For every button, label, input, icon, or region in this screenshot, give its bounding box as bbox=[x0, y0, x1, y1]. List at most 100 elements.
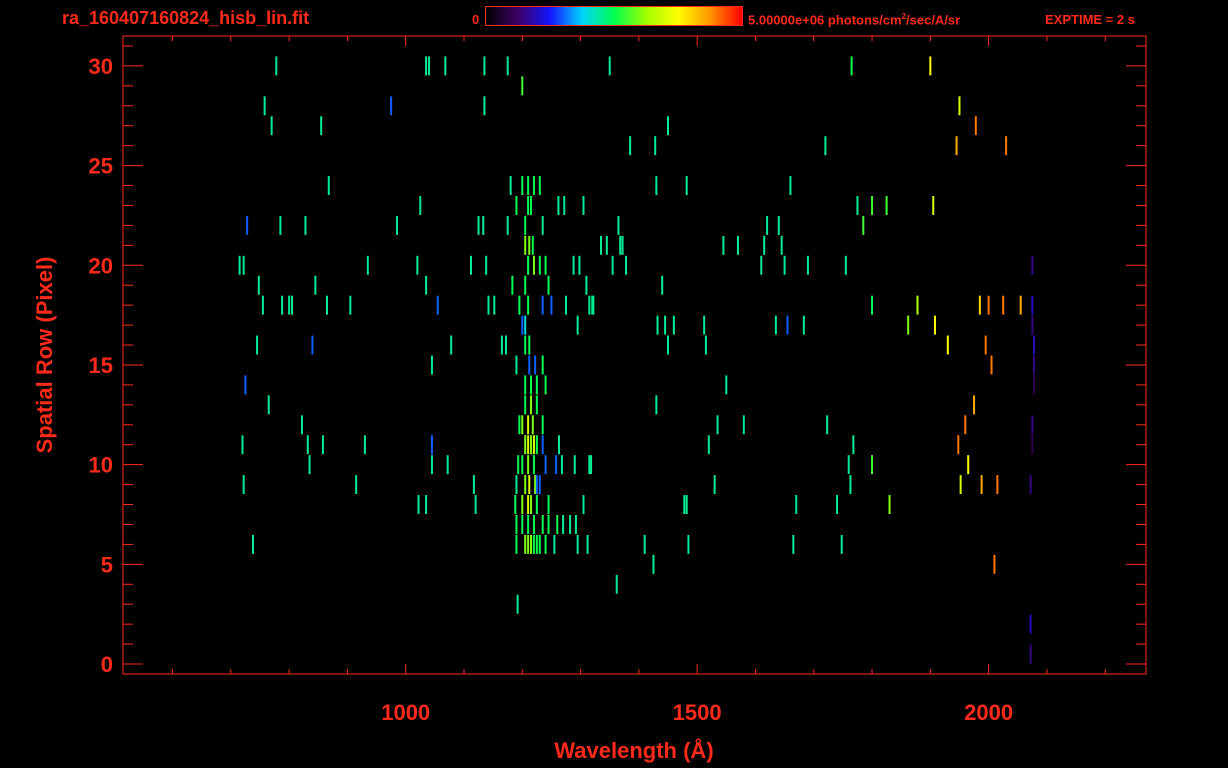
event-mark bbox=[544, 534, 547, 554]
event-mark bbox=[541, 515, 544, 534]
event-mark bbox=[556, 515, 559, 534]
event-mark bbox=[661, 275, 664, 295]
event-mark bbox=[532, 176, 535, 195]
event-mark bbox=[980, 475, 983, 495]
event-mark bbox=[530, 395, 533, 415]
event-mark bbox=[984, 335, 987, 355]
event-mark bbox=[524, 375, 527, 395]
event-mark bbox=[527, 176, 530, 195]
event-mark bbox=[1033, 375, 1036, 395]
event-mark bbox=[304, 215, 307, 235]
event-mark bbox=[1031, 435, 1034, 455]
event-mark bbox=[683, 495, 686, 514]
event-mark bbox=[667, 116, 670, 136]
event-mark bbox=[530, 534, 533, 554]
event-mark bbox=[789, 176, 792, 195]
event-mark bbox=[430, 455, 433, 475]
event-mark bbox=[958, 96, 961, 116]
event-mark bbox=[246, 215, 249, 235]
y-tick-label: 30 bbox=[89, 54, 113, 79]
event-mark bbox=[563, 196, 566, 215]
event-mark bbox=[582, 196, 585, 215]
event-mark bbox=[871, 295, 874, 315]
event-mark bbox=[524, 275, 527, 295]
event-mark bbox=[521, 415, 524, 435]
event-mark bbox=[588, 295, 591, 315]
event-mark bbox=[483, 56, 486, 76]
event-mark bbox=[506, 215, 509, 235]
event-mark bbox=[528, 475, 531, 495]
y-tick-label: 0 bbox=[101, 652, 113, 677]
event-mark bbox=[704, 335, 707, 355]
event-mark bbox=[544, 375, 547, 395]
event-mark bbox=[428, 56, 431, 76]
event-mark bbox=[871, 455, 874, 475]
event-mark bbox=[527, 196, 530, 215]
event-mark bbox=[251, 534, 254, 554]
event-mark bbox=[485, 255, 488, 275]
event-mark bbox=[532, 255, 535, 275]
event-mark bbox=[527, 435, 530, 455]
event-mark bbox=[535, 375, 538, 395]
x-tick-label: 1500 bbox=[673, 700, 722, 725]
event-mark bbox=[558, 435, 561, 455]
event-mark bbox=[419, 196, 422, 215]
event-mark bbox=[576, 534, 579, 554]
event-mark bbox=[569, 515, 572, 534]
event-mark bbox=[425, 495, 428, 514]
event-mark bbox=[611, 255, 614, 275]
event-mark bbox=[363, 435, 366, 455]
event-mark bbox=[560, 455, 563, 475]
event-mark bbox=[444, 56, 447, 76]
event-mark bbox=[974, 116, 977, 136]
event-mark bbox=[885, 196, 888, 215]
event-mark bbox=[521, 76, 524, 96]
event-mark bbox=[836, 495, 839, 514]
event-mark bbox=[959, 475, 962, 495]
event-mark bbox=[430, 355, 433, 375]
event-mark bbox=[311, 335, 314, 355]
event-mark bbox=[888, 495, 891, 514]
event-mark bbox=[993, 554, 996, 574]
event-mark bbox=[482, 215, 485, 235]
event-mark bbox=[1031, 255, 1034, 275]
event-mark bbox=[553, 534, 556, 554]
event-mark bbox=[450, 335, 453, 355]
event-mark bbox=[862, 215, 865, 235]
event-mark bbox=[267, 395, 270, 415]
event-mark bbox=[527, 255, 530, 275]
event-mark bbox=[978, 295, 981, 315]
event-mark bbox=[964, 415, 967, 435]
event-mark bbox=[532, 455, 535, 475]
event-mark bbox=[530, 435, 533, 455]
event-mark bbox=[238, 255, 241, 275]
event-mark bbox=[780, 235, 783, 255]
event-marks bbox=[238, 56, 1036, 664]
event-mark bbox=[592, 295, 595, 315]
event-mark bbox=[572, 255, 575, 275]
event-mark bbox=[515, 534, 518, 554]
event-mark bbox=[528, 235, 531, 255]
event-mark bbox=[532, 534, 535, 554]
event-mark bbox=[516, 594, 519, 614]
event-mark bbox=[541, 215, 544, 235]
event-mark bbox=[306, 435, 309, 455]
event-mark bbox=[538, 534, 541, 554]
event-mark bbox=[518, 415, 521, 435]
event-mark bbox=[655, 176, 658, 195]
event-mark bbox=[395, 215, 398, 235]
event-mark bbox=[291, 295, 294, 315]
event-mark bbox=[527, 415, 530, 435]
event-mark bbox=[599, 235, 602, 255]
x-tick-label: 1000 bbox=[381, 700, 430, 725]
event-mark bbox=[777, 215, 780, 235]
event-mark bbox=[562, 515, 565, 534]
event-mark bbox=[783, 255, 786, 275]
event-mark bbox=[544, 255, 547, 275]
event-mark bbox=[531, 235, 534, 255]
event-mark bbox=[530, 375, 533, 395]
event-mark bbox=[722, 235, 725, 255]
colorbar-max-value: 5.00000e+06 photons/cm bbox=[748, 12, 902, 28]
event-mark bbox=[850, 56, 853, 76]
event-mark bbox=[1002, 295, 1005, 315]
